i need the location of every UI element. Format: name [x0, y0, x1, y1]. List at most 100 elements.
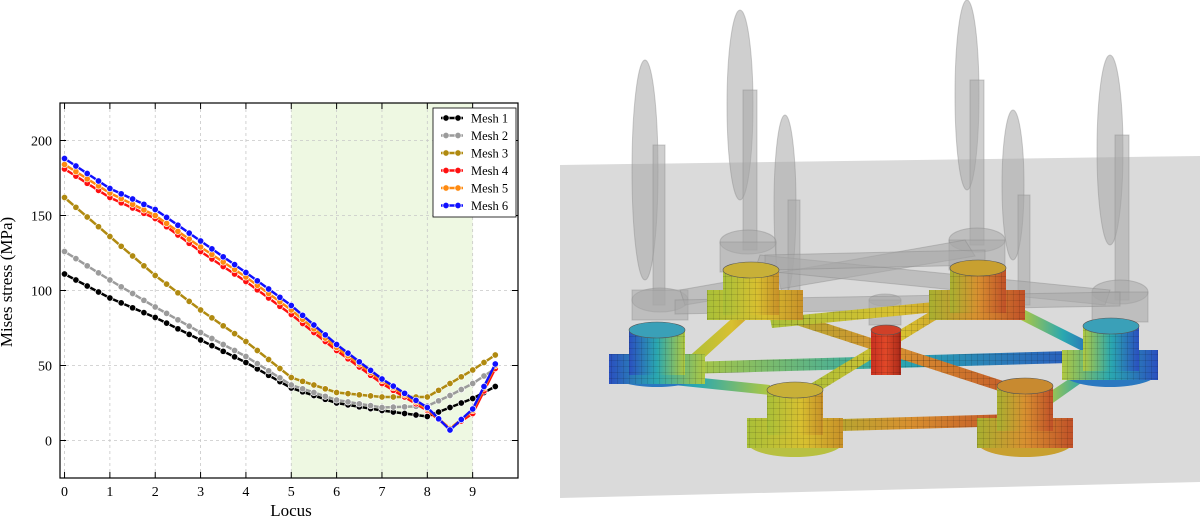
data-point — [435, 386, 443, 394]
data-point — [140, 262, 148, 270]
data-point — [106, 184, 114, 193]
legend-swatch-marker — [454, 166, 462, 175]
data-point — [117, 242, 125, 250]
data-point — [219, 340, 227, 349]
x-tick-label: 0 — [61, 485, 68, 500]
data-point — [299, 385, 307, 393]
legend-label: Mesh 1 — [471, 112, 508, 126]
data-point — [389, 382, 397, 390]
data-point — [423, 403, 431, 412]
data-point — [185, 235, 193, 243]
legend-swatch-marker — [442, 131, 450, 140]
y-tick-label: 100 — [31, 285, 52, 300]
data-point — [446, 426, 454, 434]
data-point — [197, 243, 205, 251]
data-point — [163, 213, 171, 221]
data-point — [287, 301, 295, 310]
legend-swatch-marker — [454, 114, 462, 122]
grid-layer — [60, 103, 518, 478]
x-tick-label: 4 — [242, 485, 249, 500]
data-point — [355, 400, 363, 408]
column-back-left — [707, 261, 803, 320]
data-point — [242, 268, 250, 277]
data-point — [106, 232, 114, 241]
series-mesh-6 — [60, 154, 499, 434]
data-point — [208, 245, 216, 253]
data-point — [185, 297, 193, 305]
data-point — [197, 328, 205, 337]
x-axis-label: Locus — [270, 501, 312, 520]
data-point — [423, 393, 431, 401]
data-point — [321, 331, 329, 339]
data-point — [94, 177, 103, 185]
data-point — [174, 325, 182, 333]
data-point — [163, 319, 171, 327]
data-point — [60, 247, 69, 256]
data-point — [469, 394, 477, 403]
data-point — [106, 294, 114, 302]
data-point — [253, 360, 261, 368]
data-point — [355, 391, 363, 399]
data-point — [151, 211, 159, 220]
legend-label: Mesh 3 — [471, 147, 508, 161]
data-point — [378, 393, 386, 401]
data-point — [367, 392, 375, 400]
data-point — [185, 229, 193, 237]
data-point — [401, 403, 409, 411]
y-tick-label: 50 — [38, 360, 52, 375]
data-point — [72, 203, 80, 211]
data-point — [265, 285, 273, 293]
data-point — [185, 322, 193, 330]
data-point — [151, 205, 159, 214]
legend-swatch-marker — [442, 114, 450, 122]
data-point — [446, 379, 454, 388]
data-point — [231, 353, 239, 361]
data-point — [174, 227, 182, 235]
data-point — [435, 397, 443, 405]
data-point — [276, 293, 284, 301]
x-tick-label: 3 — [197, 485, 204, 500]
data-point — [242, 358, 250, 367]
y-tick-label: 150 — [31, 210, 52, 225]
series-layer — [60, 154, 499, 434]
data-point — [367, 402, 375, 410]
data-point — [117, 299, 125, 307]
data-point — [457, 399, 465, 407]
data-point — [83, 282, 91, 290]
data-point — [140, 200, 148, 208]
data-point — [355, 358, 363, 366]
data-point — [310, 388, 318, 397]
data-point — [469, 366, 477, 374]
data-point — [140, 296, 148, 304]
column-right — [1062, 317, 1158, 387]
data-point — [197, 336, 205, 344]
data-point — [163, 219, 171, 227]
data-point — [231, 346, 239, 355]
x-tick-label: 2 — [152, 485, 159, 500]
data-point — [151, 303, 159, 311]
data-point — [197, 306, 205, 314]
data-point — [117, 190, 125, 198]
data-point — [219, 322, 227, 330]
data-point — [401, 409, 409, 418]
data-point — [265, 355, 273, 364]
data-point — [151, 313, 159, 322]
column-front-right — [977, 377, 1073, 457]
data-point — [423, 412, 431, 421]
data-point — [174, 316, 182, 324]
data-point — [333, 396, 341, 404]
column-front-left — [747, 381, 843, 457]
x-tick-label: 1 — [106, 485, 113, 500]
data-point — [174, 289, 182, 297]
data-point — [219, 253, 227, 261]
data-point — [151, 271, 159, 280]
data-point — [140, 309, 148, 317]
data-point — [412, 396, 420, 404]
data-point — [72, 162, 80, 170]
legend-swatch-marker — [442, 201, 450, 210]
data-point — [253, 277, 261, 285]
legend-label: Mesh 2 — [471, 129, 508, 143]
data-point — [310, 321, 318, 329]
data-point — [208, 342, 216, 350]
data-point — [129, 304, 137, 312]
